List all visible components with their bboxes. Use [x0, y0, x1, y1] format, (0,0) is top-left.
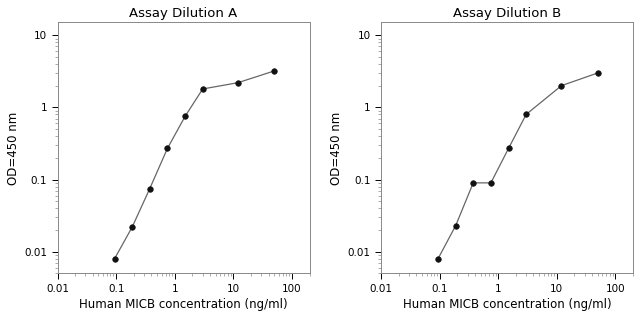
Y-axis label: OD=450 nm: OD=450 nm: [7, 111, 20, 185]
Y-axis label: OD=450 nm: OD=450 nm: [330, 111, 344, 185]
X-axis label: Human MICB concentration (ng/ml): Human MICB concentration (ng/ml): [79, 298, 288, 311]
Title: Assay Dilution B: Assay Dilution B: [453, 7, 561, 20]
Title: Assay Dilution A: Assay Dilution A: [129, 7, 237, 20]
X-axis label: Human MICB concentration (ng/ml): Human MICB concentration (ng/ml): [403, 298, 611, 311]
